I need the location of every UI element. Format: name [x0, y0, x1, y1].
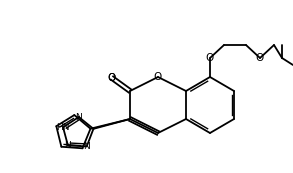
Text: HN: HN — [56, 123, 70, 132]
Text: O: O — [206, 53, 214, 63]
Text: N: N — [83, 142, 90, 151]
Text: N: N — [75, 112, 82, 121]
Text: N: N — [64, 141, 71, 150]
Text: O: O — [154, 72, 162, 82]
Text: O: O — [108, 73, 116, 83]
Text: O: O — [256, 53, 264, 63]
Text: O: O — [108, 73, 116, 83]
